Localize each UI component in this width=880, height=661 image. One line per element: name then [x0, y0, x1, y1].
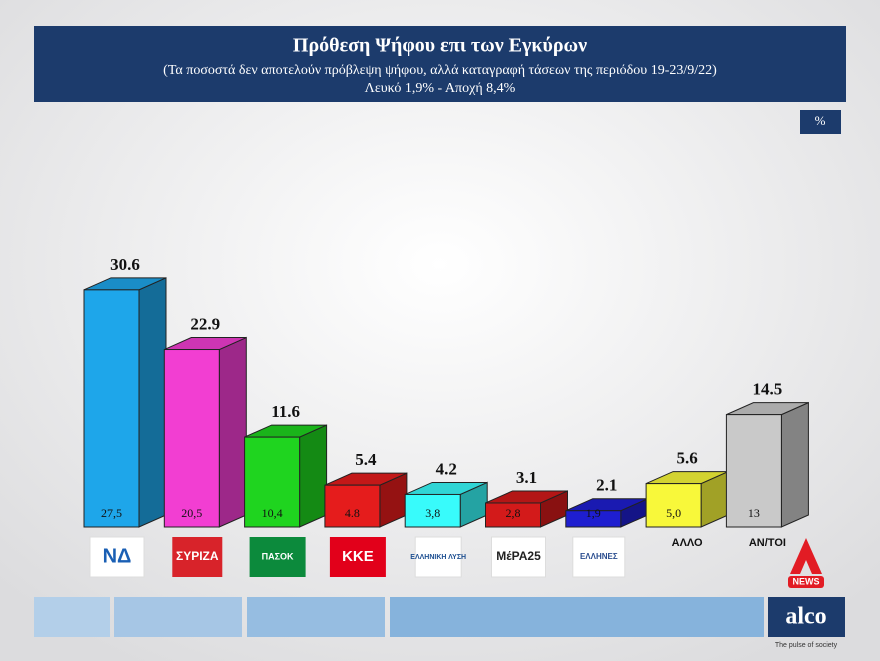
- inner-value-label: 1,9: [586, 506, 601, 520]
- chart-subtitle: (Τα ποσοστά δεν αποτελούν πρόβλεψη ψήφου…: [163, 63, 717, 78]
- value-label: 5.4: [355, 450, 377, 469]
- inner-value-label: 5,0: [666, 506, 681, 520]
- inner-value-label: 10,4: [262, 506, 283, 520]
- category-label: ΑΛΛΟ: [672, 537, 703, 549]
- header-box: [34, 26, 846, 102]
- bar-side: [138, 277, 167, 528]
- category-label: ΣΥΡΙΖΑ: [176, 549, 219, 563]
- bar: [645, 483, 702, 528]
- party-logo: [491, 536, 546, 578]
- category-label: ΚΚΕ: [342, 548, 374, 565]
- value-label: 22.9: [190, 314, 220, 333]
- party-logo: [329, 537, 386, 577]
- value-label: 14.5: [753, 380, 783, 399]
- category-label: ΜέΡΑ25: [496, 549, 541, 563]
- inner-value-label: 4.8: [345, 506, 360, 520]
- news-logo-text: NEWS: [793, 576, 820, 586]
- bar: [485, 502, 541, 528]
- value-label: 5.6: [676, 449, 697, 468]
- category-label: ΠΑΣΟΚ: [262, 551, 294, 561]
- bar: [565, 510, 622, 528]
- company-logo: [768, 597, 845, 637]
- value-label: 30.6: [110, 255, 140, 274]
- value-label: 2.1: [596, 476, 617, 495]
- chart-note: Λευκό 1,9% - Αποχή 8,4%: [365, 81, 516, 96]
- value-label: 4.2: [436, 459, 457, 478]
- news-logo-box: [788, 576, 824, 588]
- footer-strip: [247, 597, 385, 637]
- bar: [404, 493, 461, 528]
- company-name: alco: [785, 604, 826, 630]
- news-logo-mark: [790, 538, 822, 574]
- bar-side: [218, 336, 247, 528]
- footer-strip: [34, 597, 110, 637]
- unit-label: %: [815, 113, 826, 128]
- inner-value-label: 2,8: [506, 506, 521, 520]
- category-label: ΝΔ: [103, 545, 132, 567]
- bar: [725, 414, 782, 528]
- value-label: 3.1: [516, 468, 537, 487]
- value-label: 11.6: [271, 402, 300, 421]
- footer-strip: [390, 597, 764, 637]
- party-logo: [89, 536, 145, 578]
- bar: [324, 484, 381, 528]
- party-logo: [414, 536, 462, 578]
- party-logo: [572, 536, 626, 578]
- bar-side: [299, 424, 328, 528]
- bar-side: [780, 401, 809, 528]
- party-logo: [172, 537, 223, 577]
- bar: [163, 349, 220, 528]
- inner-value-label: 27,5: [101, 506, 122, 520]
- footer-strip: [114, 597, 242, 637]
- chart-title: Πρόθεση Ψήφου επι των Εγκύρων: [293, 35, 587, 57]
- party-logo: [249, 537, 306, 577]
- unit-box: [800, 110, 841, 134]
- category-label: ΑΝ/ΤΟΙ: [749, 537, 786, 549]
- bar: [244, 436, 301, 528]
- bar: [83, 289, 140, 528]
- inner-value-label: 13: [748, 506, 760, 520]
- category-label: ΕΛΛΗΝΕΣ: [580, 552, 618, 561]
- category-label: ΕΛΛΗΝΙΚΗ ΛΥΣΗ: [410, 554, 466, 561]
- inner-value-label: 20,5: [181, 506, 202, 520]
- company-slogan: The pulse of society: [775, 642, 838, 649]
- inner-value-label: 3,8: [425, 506, 440, 520]
